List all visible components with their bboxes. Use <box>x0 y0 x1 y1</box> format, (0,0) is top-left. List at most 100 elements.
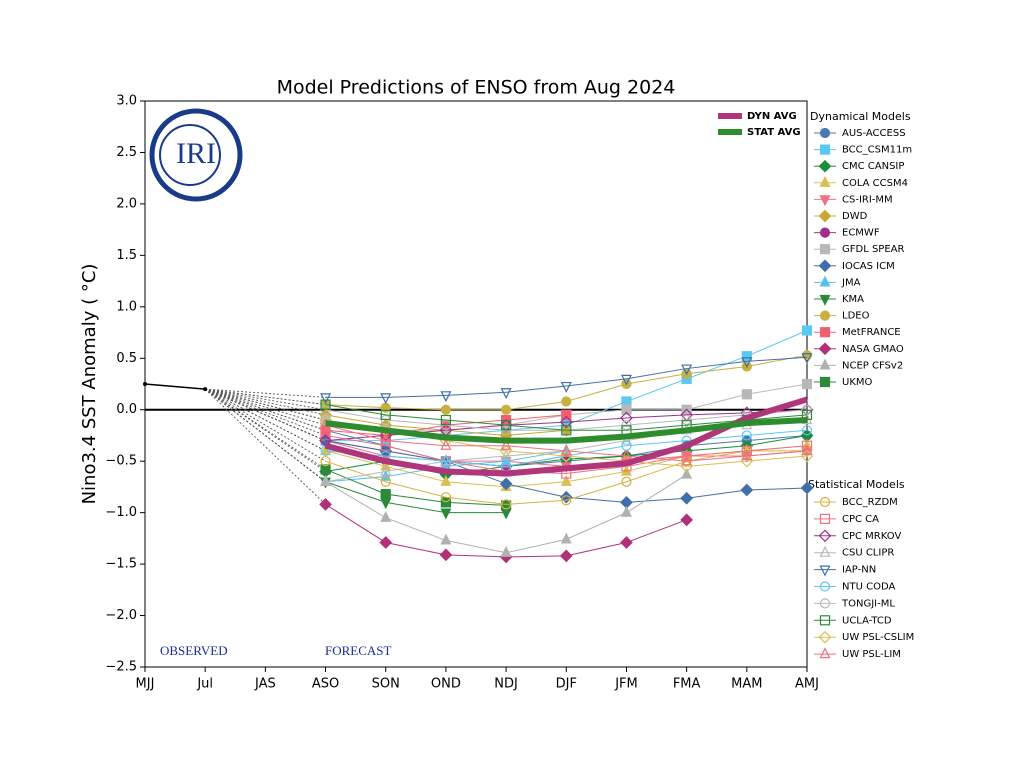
x-tick-label: OND <box>431 677 461 692</box>
marker <box>741 351 752 362</box>
connector <box>205 388 326 406</box>
x-tick-label: FMA <box>673 677 701 692</box>
marker <box>741 357 753 369</box>
connector <box>204 388 326 462</box>
series-line <box>325 481 507 514</box>
marker <box>801 353 813 365</box>
marker <box>440 454 452 466</box>
marker <box>560 474 572 486</box>
series-line <box>325 450 807 505</box>
marker <box>320 430 331 441</box>
marker <box>440 420 452 431</box>
connector <box>204 388 326 470</box>
marker <box>680 513 693 527</box>
legend-label: CPC MRKOV <box>842 531 901 542</box>
legend-label: BCC_CSM11m <box>842 145 912 156</box>
y-tick-label: 2.0 <box>116 196 137 211</box>
marker <box>819 615 831 626</box>
legend-label: LDEO <box>842 311 870 322</box>
marker <box>801 409 813 420</box>
connector <box>204 388 326 483</box>
marker <box>380 433 392 445</box>
marker <box>801 325 813 336</box>
observed-line <box>144 383 206 390</box>
x-tick-label: SON <box>372 677 400 692</box>
marker <box>320 464 331 475</box>
marker <box>380 476 391 487</box>
legend-label: UW PSL-LIM <box>842 649 901 660</box>
marker <box>819 581 831 592</box>
connector <box>205 388 326 442</box>
marker <box>621 420 632 431</box>
marker <box>380 489 391 500</box>
marker <box>560 381 572 393</box>
marker <box>801 378 813 390</box>
marker <box>819 275 831 287</box>
marker <box>819 294 831 306</box>
y-tick-label: 2.5 <box>116 145 137 160</box>
connector <box>205 388 326 426</box>
y-tick-label: 0.5 <box>116 351 137 366</box>
marker <box>819 195 831 207</box>
legend-label: COLA CCSM4 <box>842 178 908 189</box>
marker <box>620 536 633 549</box>
series-line <box>325 404 808 431</box>
legend-label: DYN AVG <box>747 111 797 122</box>
legend-label: GFDL SPEAR <box>842 244 904 255</box>
marker <box>801 444 813 455</box>
marker <box>500 404 512 415</box>
marker <box>819 144 831 155</box>
marker <box>741 389 752 400</box>
marker <box>561 409 572 420</box>
marker <box>741 430 752 441</box>
marker <box>320 456 331 467</box>
annotation: OBSERVED <box>160 643 228 658</box>
marker <box>818 209 832 223</box>
chart-title: Model Predictions of ENSO from Aug 2024 <box>277 77 676 99</box>
marker <box>819 565 831 577</box>
legend-label: STAT AVG <box>747 127 801 138</box>
marker <box>620 449 632 461</box>
y-tick-label: 0.0 <box>116 402 137 417</box>
series-line <box>325 424 808 462</box>
connector <box>205 388 326 398</box>
marker <box>819 127 831 139</box>
marker <box>621 476 632 487</box>
connector <box>205 388 326 411</box>
marker <box>681 364 693 376</box>
x-tick-label: MAM <box>731 677 762 692</box>
marker <box>801 425 813 436</box>
y-tick-label: −2.5 <box>105 660 137 675</box>
marker <box>500 425 512 436</box>
connector <box>205 388 326 416</box>
legend-label: NCEP CFSv2 <box>842 360 903 371</box>
y-tick-label: −1.5 <box>105 557 137 572</box>
marker <box>500 499 512 510</box>
marker <box>320 399 331 410</box>
observed-point <box>143 382 147 386</box>
marker <box>319 498 332 511</box>
marker <box>818 630 832 644</box>
marker <box>440 497 452 508</box>
marker <box>740 483 754 497</box>
marker <box>440 456 452 467</box>
x-tick-label: DJF <box>556 677 577 692</box>
connector <box>205 388 326 436</box>
marker <box>499 477 513 491</box>
marker <box>560 444 572 455</box>
logo-ring <box>159 124 221 186</box>
marker <box>681 454 693 466</box>
marker <box>440 508 452 520</box>
annotation: FORECAST <box>325 643 392 658</box>
marker <box>500 449 512 461</box>
marker <box>819 244 831 255</box>
legend-label: NASA GMAO <box>842 344 904 355</box>
legend-label: ECMWF <box>842 228 880 239</box>
marker <box>819 496 831 508</box>
legend-title: Statistical Models <box>808 478 905 491</box>
observed-point <box>203 387 208 392</box>
marker <box>500 438 512 450</box>
x-tick-label: Jul <box>196 677 213 692</box>
series-line <box>325 434 808 475</box>
